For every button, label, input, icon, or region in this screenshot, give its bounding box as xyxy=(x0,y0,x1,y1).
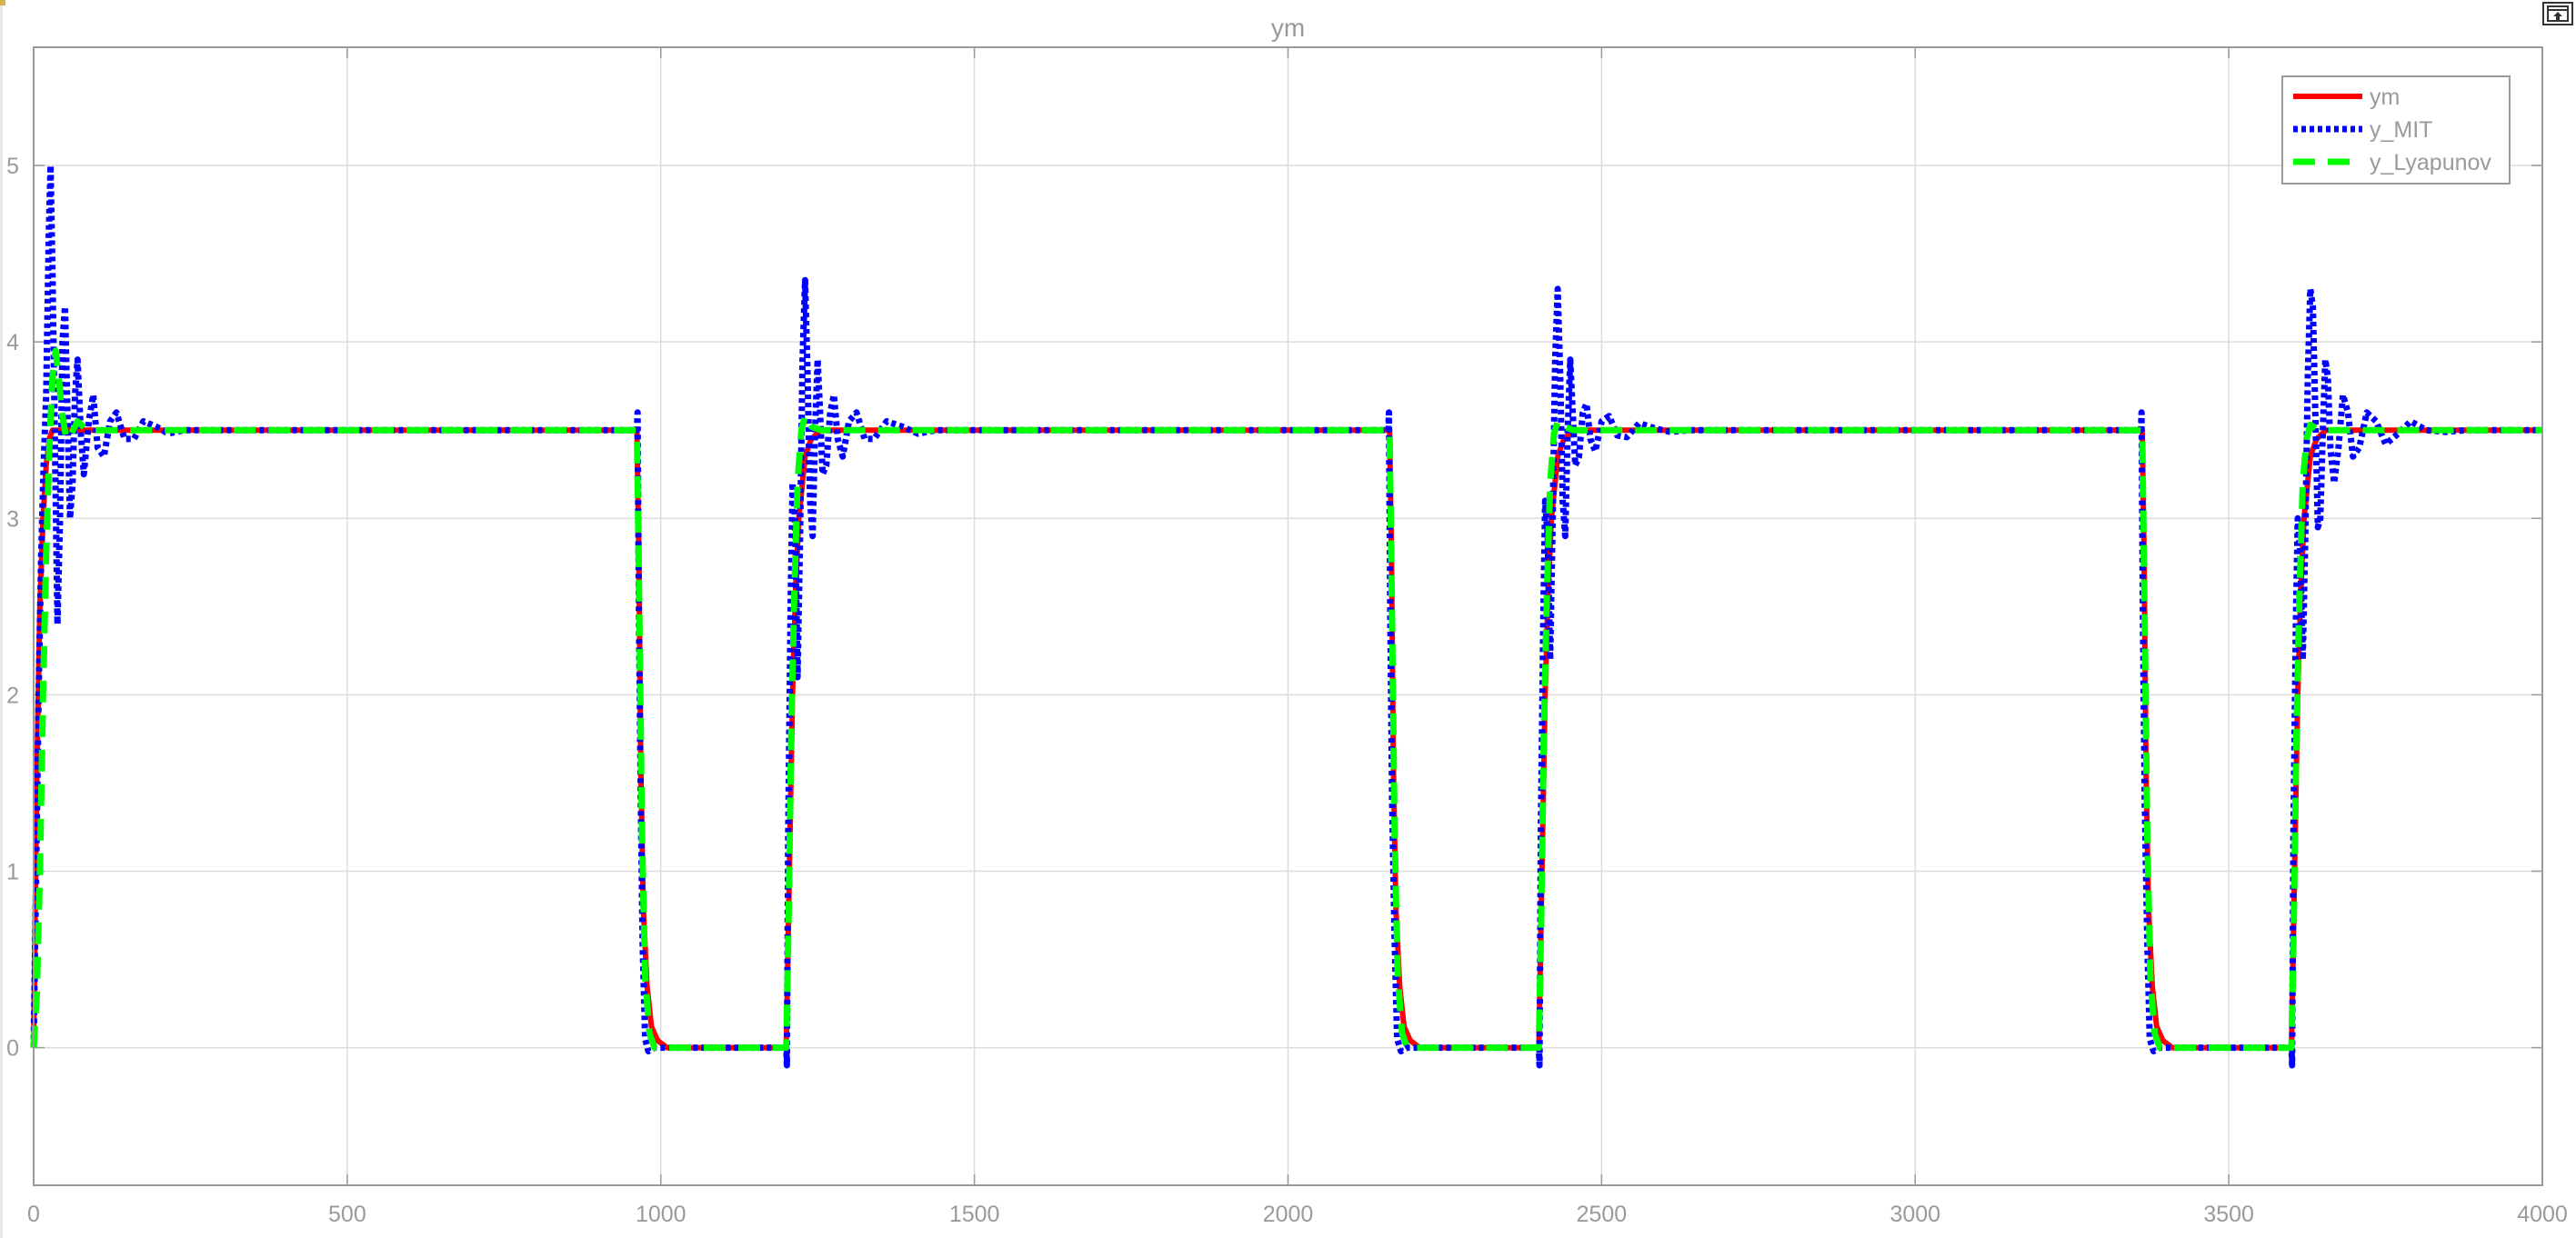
undock-icon xyxy=(2547,5,2569,22)
window-left-border xyxy=(0,5,3,1238)
window-corner-marker xyxy=(0,0,5,5)
x-tick-label: 1500 xyxy=(949,1202,1000,1227)
chart-title: ym xyxy=(1271,14,1305,42)
undock-button[interactable] xyxy=(2542,2,2573,25)
x-tick-label: 3500 xyxy=(2203,1202,2254,1227)
y-tick-label: 3 xyxy=(6,506,19,532)
legend[interactable]: ym y_MIT y_Lyapunov xyxy=(2281,75,2511,185)
x-tick-label: 3000 xyxy=(1889,1202,1940,1227)
x-tick-label: 4000 xyxy=(2517,1202,2568,1227)
plot-frame xyxy=(33,46,2543,1186)
axis-ticks: 0 500 1000 1500 2000 2500 3000 3500 4000 0 1 2 3 4 5 xyxy=(6,47,2568,1227)
x-tick-label: 1000 xyxy=(636,1202,687,1227)
x-tick-label: 500 xyxy=(328,1202,366,1227)
y-tick-label: 1 xyxy=(6,859,19,884)
x-tick-label: 2000 xyxy=(1263,1202,1314,1227)
y-tick-label: 0 xyxy=(6,1036,19,1062)
y-tick-label: 4 xyxy=(6,330,19,355)
x-tick-label: 0 xyxy=(27,1202,40,1227)
legend-label: y_Lyapunov xyxy=(2370,150,2491,175)
y-tick-label: 2 xyxy=(6,683,19,708)
series-line-y-lyapunov xyxy=(30,347,2542,1052)
x-tick-label: 2500 xyxy=(1577,1202,1628,1227)
legend-label: y_MIT xyxy=(2370,117,2432,143)
series-lines xyxy=(30,162,2542,1069)
y-tick-label: 5 xyxy=(6,154,19,179)
legend-label: ym xyxy=(2370,85,2400,110)
